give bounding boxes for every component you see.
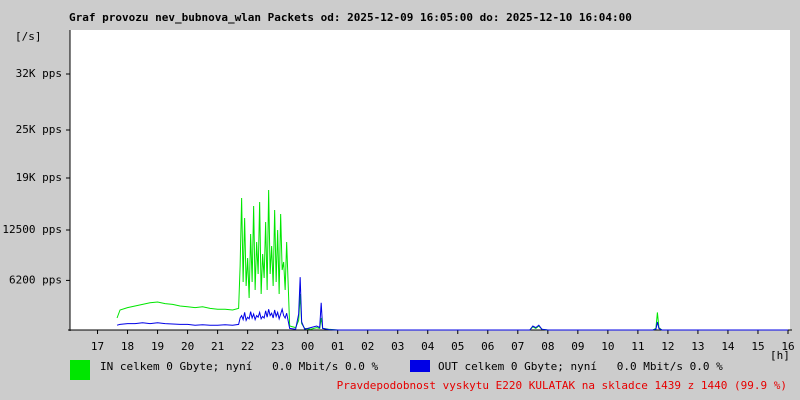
x-tick-label: 21 (211, 340, 224, 353)
x-tick-label: 16 (781, 340, 794, 353)
x-tick-label: 18 (121, 340, 134, 353)
x-tick-label: 04 (421, 340, 435, 353)
x-axis-label: [h] (770, 349, 790, 362)
x-tick-label: 19 (151, 340, 164, 353)
plot-area (70, 30, 790, 330)
x-tick-label: 15 (751, 340, 764, 353)
x-tick-label: 03 (391, 340, 404, 353)
x-tick-label: 09 (571, 340, 584, 353)
x-tick-label: 02 (361, 340, 374, 353)
x-tick-label: 10 (601, 340, 614, 353)
footer-note: Pravdepodobnost vyskytu E220 KULATAK na … (337, 379, 787, 392)
y-tick-label: 25K pps (16, 123, 62, 136)
series-line (116, 277, 788, 331)
x-tick-label: 05 (451, 340, 464, 353)
legend-entry: IN celkem 0 Gbyte; nyní 0.0 Mbit/s 0.0 % (100, 360, 379, 373)
x-tick-label: 13 (691, 340, 704, 353)
x-tick-label: 11 (631, 340, 644, 353)
x-tick-label: 08 (541, 340, 554, 353)
x-tick-label: 00 (301, 340, 314, 353)
x-tick-label: 17 (91, 340, 104, 353)
y-tick-label: 6200 pps (9, 273, 62, 286)
x-tick-label: 06 (481, 340, 494, 353)
y-tick-label: 12500 pps (2, 223, 62, 236)
x-tick-label: 23 (271, 340, 284, 353)
legend-entry: OUT celkem 0 Gbyte; nyní 0.0 Mbit/s 0.0 … (438, 360, 723, 373)
x-tick-label: 14 (721, 340, 735, 353)
legend-swatch (70, 360, 90, 380)
x-tick-label: 01 (331, 340, 344, 353)
x-tick-label: 20 (181, 340, 194, 353)
y-tick-label: 19K pps (16, 171, 62, 184)
x-tick-label: 12 (661, 340, 674, 353)
x-tick-label: 07 (511, 340, 524, 353)
legend-swatch (410, 360, 430, 372)
x-tick-label: 22 (241, 340, 254, 353)
y-axis-label: [/s] (15, 30, 42, 43)
chart-title: Graf provozu nev_bubnova_wlan Packets od… (69, 11, 632, 24)
y-tick-label: 32K pps (16, 67, 62, 80)
